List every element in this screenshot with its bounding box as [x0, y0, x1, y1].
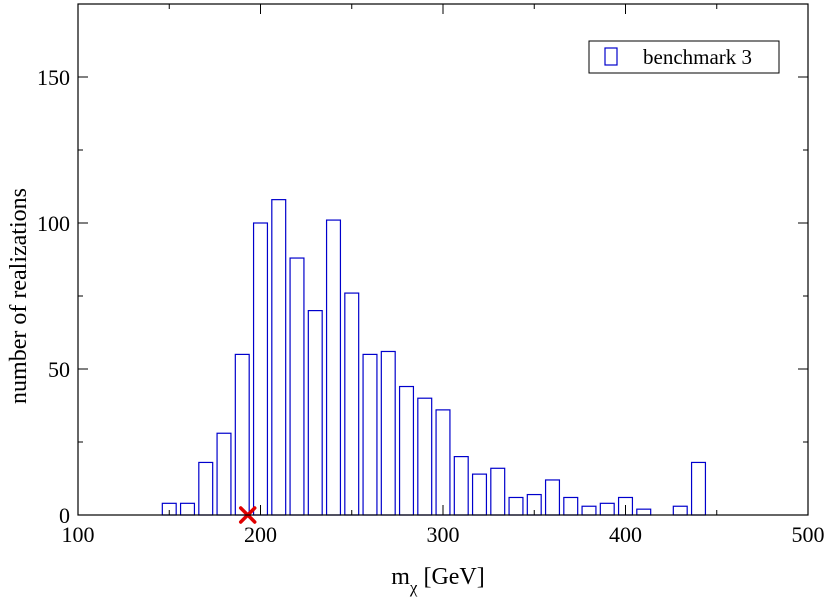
x-tick-label: 200	[244, 522, 277, 547]
bars-group	[161, 199, 707, 516]
x-tick-label: 300	[427, 522, 460, 547]
histogram-bar	[234, 353, 250, 516]
x-tick-label: 400	[609, 522, 642, 547]
histogram-bar	[216, 432, 232, 516]
y-tick-label: 0	[59, 503, 70, 528]
histogram-bar	[289, 257, 305, 516]
histogram-bar	[453, 456, 469, 516]
y-tick-label: 100	[37, 211, 70, 236]
histogram-bar	[362, 353, 378, 516]
histogram-bar	[563, 496, 579, 516]
histogram-bar	[599, 502, 615, 516]
histogram-bar	[636, 508, 652, 516]
histogram-bar	[471, 473, 488, 516]
x-tick-label: 500	[792, 522, 825, 547]
histogram-bar	[398, 385, 415, 516]
x-axis-title: mχ [GeV]	[391, 564, 485, 597]
y-axis-title: number of realizations	[6, 188, 32, 404]
legend-swatch	[604, 47, 618, 66]
legend-box	[588, 40, 780, 74]
y-tick-label: 50	[48, 357, 70, 382]
x-tick-label: 100	[62, 522, 95, 547]
x-axis-title-main: m	[391, 564, 410, 590]
y-tick-label: 150	[37, 65, 70, 90]
histogram-bar	[435, 409, 451, 516]
histogram-bar	[672, 505, 688, 516]
legend-label: benchmark 3	[643, 45, 752, 69]
histogram-bar	[508, 496, 524, 516]
histogram-bar	[198, 461, 214, 516]
axis-tick-labels: 100 200 300 400 500 0 50 100 150	[37, 65, 825, 547]
histogram-bar	[271, 199, 287, 516]
histogram-bar	[544, 479, 561, 516]
histogram-bar	[380, 350, 396, 516]
axis-ticks	[77, 4, 809, 516]
histogram-bar	[417, 397, 433, 516]
x-axis-title-subscript: χ	[409, 578, 418, 597]
histogram-bar	[690, 461, 707, 516]
histogram-bar	[252, 222, 269, 516]
histogram-bar	[344, 292, 360, 516]
histogram-bar	[581, 505, 597, 516]
histogram-bar	[307, 310, 323, 516]
histogram-bar	[325, 219, 342, 516]
x-axis-title-unit: [GeV]	[423, 564, 484, 590]
histogram-bar	[179, 502, 196, 516]
histogram-bar	[490, 467, 506, 516]
legend: benchmark 3	[588, 40, 780, 74]
